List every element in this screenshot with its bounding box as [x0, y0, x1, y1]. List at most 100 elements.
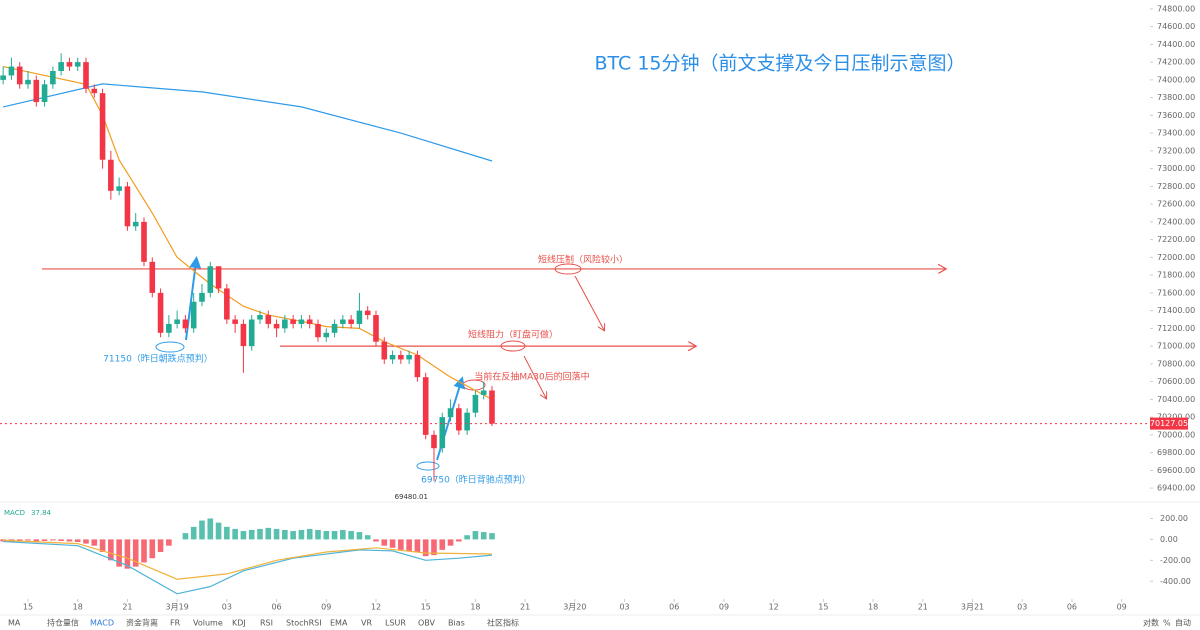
- macd-bar: [398, 539, 404, 550]
- candle-body: [199, 292, 205, 302]
- x-tick-label: 21: [918, 603, 928, 612]
- toolbar-item[interactable]: MA: [8, 619, 21, 628]
- annotation: 71150（昨日朝跌点预判）: [103, 353, 213, 365]
- y-tick-label: 69400.00: [1157, 484, 1195, 493]
- y-tick-label: 72200.00: [1157, 235, 1195, 244]
- macd-bar: [348, 531, 354, 540]
- price-tag: [1150, 417, 1188, 430]
- y-tick-label: 69600.00: [1157, 466, 1195, 475]
- ellipse: [416, 461, 440, 471]
- y-tick-label: 74800.00: [1157, 4, 1195, 13]
- toolbar-item[interactable]: FR: [170, 619, 181, 628]
- macd-bar: [50, 539, 56, 541]
- candle-body: [456, 408, 462, 431]
- candle-body: [348, 319, 354, 324]
- y-tick-label: 70000.00: [1157, 430, 1195, 439]
- candle-body: [66, 62, 73, 67]
- toolbar-item[interactable]: MACD: [90, 619, 114, 628]
- x-tick-label: 15: [23, 603, 33, 612]
- macd-bar: [323, 531, 330, 540]
- candle-body: [282, 319, 288, 329]
- toolbar-item[interactable]: 资金背离: [126, 618, 158, 628]
- x-tick-label: 15: [421, 603, 431, 612]
- candle-body: [389, 355, 396, 360]
- candle-body: [480, 390, 487, 395]
- candle-body: [323, 332, 330, 338]
- toolbar-item[interactable]: LSUR: [385, 619, 406, 628]
- macd-bar: [282, 529, 288, 540]
- candle-body: [414, 355, 421, 378]
- candle-body: [74, 62, 81, 67]
- macd-bar: [91, 539, 98, 546]
- toolbar-item[interactable]: 社区指标: [487, 618, 519, 628]
- toolbar-item[interactable]: Bias: [448, 619, 465, 628]
- macd-line: [3, 540, 493, 595]
- annotation: 短线压制（风险较小）: [538, 254, 628, 266]
- candle-body: [273, 323, 280, 329]
- candle-body: [132, 221, 139, 227]
- candle-body: [447, 408, 454, 418]
- toolbar-item[interactable]: EMA: [330, 619, 348, 628]
- candle-body: [464, 412, 470, 431]
- toolbar-option[interactable]: 自动: [1175, 618, 1191, 628]
- macd-bar: [58, 539, 64, 541]
- y-tick-label: 0.00: [1160, 535, 1178, 544]
- candle-body: [364, 310, 371, 316]
- low-label: 69480.01: [395, 493, 428, 501]
- x-tick-label: 03: [1017, 603, 1027, 612]
- candle-body: [224, 288, 230, 320]
- candle-body: [41, 84, 48, 103]
- candle-body: [16, 66, 23, 85]
- candle-body: [25, 79, 31, 85]
- y-tick-label: 71600.00: [1157, 288, 1195, 297]
- candle-body: [83, 62, 89, 89]
- y-tick-label: 69800.00: [1157, 448, 1195, 457]
- price-label: 70127.05: [1150, 419, 1188, 428]
- macd-bar: [389, 539, 396, 548]
- toolbar-item[interactable]: StochRSI: [286, 619, 322, 628]
- macd-bar: [381, 539, 388, 546]
- y-tick-label: 72800.00: [1157, 182, 1195, 191]
- macd-bar: [141, 539, 147, 563]
- candle-body: [116, 186, 122, 191]
- candle-body: [215, 266, 222, 289]
- y-tick-label: 70600.00: [1157, 377, 1195, 386]
- macd-bar: [66, 539, 73, 542]
- x-tick-label: 18: [868, 603, 878, 612]
- x-tick-label: 21: [122, 603, 132, 612]
- toolbar-item[interactable]: VR: [361, 619, 372, 628]
- arrow: [523, 355, 546, 398]
- macd-bar: [447, 539, 454, 546]
- toolbar-item[interactable]: Volume: [193, 619, 223, 628]
- macd-bar: [215, 522, 222, 540]
- y-tick-label: 72600.00: [1157, 200, 1195, 209]
- candle-body: [0, 75, 6, 80]
- candle-body: [182, 319, 189, 329]
- toolbar-option[interactable]: 对数: [1143, 618, 1159, 628]
- x-tick-label: 06: [669, 603, 679, 612]
- y-tick-label: 71200.00: [1157, 324, 1195, 333]
- toolbar-item[interactable]: KDJ: [232, 619, 246, 628]
- toolbar-option[interactable]: %: [1163, 619, 1171, 628]
- y-tick-label: -200.00: [1160, 556, 1191, 565]
- candle-body: [472, 394, 479, 413]
- candle-body: [340, 319, 346, 324]
- toolbar-item[interactable]: OBV: [418, 619, 436, 628]
- toolbar-item[interactable]: RSI: [260, 619, 273, 628]
- candle-body: [166, 323, 172, 333]
- macd-bar: [273, 528, 280, 540]
- candle-body: [240, 323, 247, 347]
- indicator-name: MACD: [4, 509, 25, 517]
- macd-bar: [315, 529, 321, 540]
- macd-bar: [406, 539, 412, 551]
- y-tick-label: 71800.00: [1157, 271, 1195, 280]
- y-tick-label: 71400.00: [1157, 306, 1195, 315]
- annotation: 69750（昨日背驰点预判）: [421, 474, 531, 486]
- macd-bar: [116, 539, 122, 567]
- y-tick-label: -400.00: [1160, 577, 1191, 586]
- indicator-value: 37.84: [31, 509, 52, 517]
- macd-bar: [290, 531, 296, 540]
- x-tick-label: 12: [769, 603, 779, 612]
- toolbar-item[interactable]: 持仓量信: [47, 618, 79, 628]
